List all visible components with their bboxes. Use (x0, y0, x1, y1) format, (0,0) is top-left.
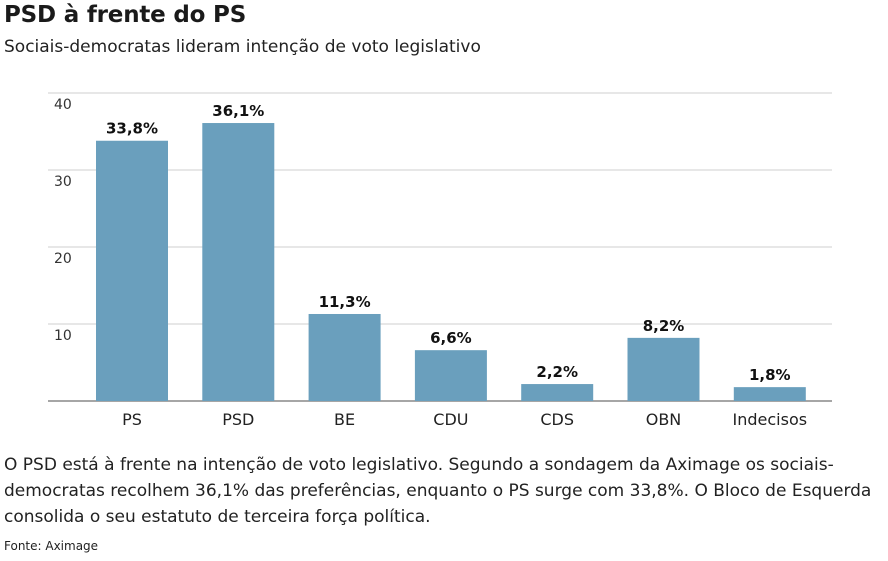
x-tick-label: CDS (540, 410, 574, 429)
bar (414, 350, 487, 401)
data-label: 2,2% (536, 363, 578, 381)
chart-title: PSD à frente do PS (4, 2, 247, 28)
chart-caption: O PSD está à frente na intenção de voto … (4, 455, 872, 527)
x-tick-label: CDU (433, 410, 468, 429)
y-tick-label: 10 (54, 328, 72, 344)
data-label: 1,8% (749, 366, 791, 384)
bar (627, 337, 700, 401)
x-tick-label: BE (334, 410, 355, 429)
source-note: Fonte: Aximage (4, 539, 99, 553)
x-tick-label: PS (122, 410, 142, 429)
data-label: 33,8% (106, 120, 158, 138)
bar (521, 384, 594, 401)
bar (202, 123, 275, 401)
chart-subtitle: Sociais-democratas lideram intenção de v… (4, 37, 481, 57)
x-tick-label: PSD (222, 410, 254, 429)
y-tick-label: 30 (54, 174, 72, 190)
y-tick-label: 40 (54, 97, 72, 113)
y-tick-label: 20 (54, 251, 72, 267)
bar (733, 387, 806, 401)
data-label: 8,2% (643, 317, 685, 335)
data-label: 6,6% (430, 329, 472, 347)
bar (308, 313, 381, 401)
x-tick-label: Indecisos (733, 410, 808, 429)
data-label: 36,1% (212, 102, 264, 120)
bar-chart: 10 20 30 40 33,8% PS 36,1% PSD 11,3% BE 6,6% CDU 2,2… (48, 92, 832, 429)
x-tick-label: OBN (646, 410, 682, 429)
bar (96, 140, 168, 402)
data-label: 11,3% (319, 293, 371, 311)
